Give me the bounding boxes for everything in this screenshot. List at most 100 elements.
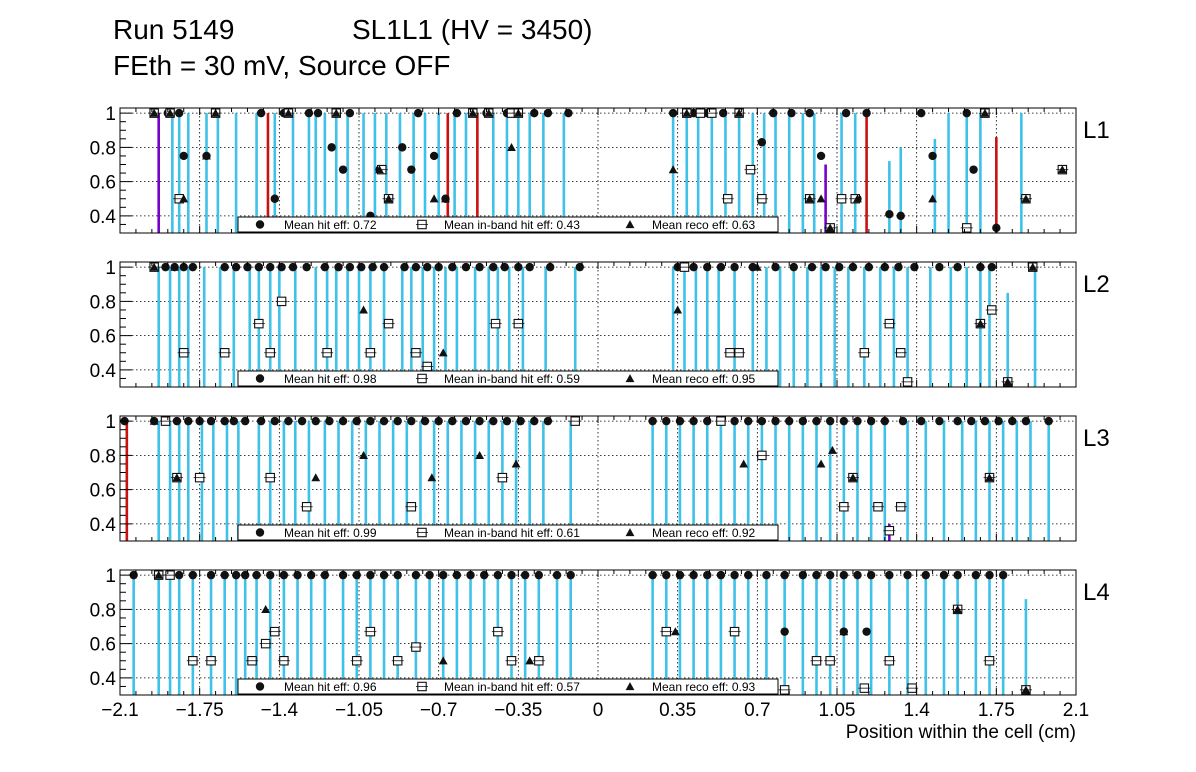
y-tick-label: 0.8 [90,292,116,313]
legend-inband-text: Mean in-band hit eff: 0.43 [444,218,580,232]
reco-eff-point [825,223,835,232]
hit-eff-point [862,108,871,118]
hit-eff-point [903,570,912,580]
hit-eff-point [206,570,216,580]
reco-eff-point [149,262,159,271]
hit-eff-point [898,416,908,426]
hit-eff-point [379,416,389,426]
hit-eff-point [971,570,981,580]
hit-eff-point [896,211,905,221]
hit-eff-point [398,143,407,152]
legend-box [237,216,779,233]
reco-eff-point [668,165,678,174]
hit-eff-point [935,416,944,426]
hit-eff-point [379,570,389,580]
reco-eff-point [438,348,448,357]
hit-eff-point [853,570,862,580]
hit-eff-point [502,416,512,426]
legend-reco-text: Mean reco eff: 0.95 [652,372,756,386]
layer-label: L2 [1083,271,1110,298]
reco-eff-point [682,108,692,117]
hit-eff-point [757,138,767,147]
reco-eff-point [928,194,937,203]
legend-hit-text: Mean hit eff: 0.96 [284,680,377,694]
hit-eff-point [366,416,375,426]
reco-eff-point [507,142,516,151]
hit-eff-point [452,570,462,580]
y-tick-label: 1 [105,412,116,433]
hit-eff-point [174,108,184,118]
reco-eff-point [359,450,368,459]
panel-frame-bg [120,570,1076,695]
hit-eff-point [816,151,826,161]
hit-eff-point [345,262,355,272]
hit-eff-point [439,570,448,580]
x-tick-label: −1.75 [176,700,224,721]
legend-hit-marker [255,220,265,229]
x-tick-label: 1.75 [978,700,1015,721]
y-tick-label: 0.6 [90,327,116,348]
layer-label: L3 [1083,425,1110,452]
hit-eff-point [345,108,355,118]
hit-eff-point [320,570,330,580]
reco-eff-point [734,108,744,117]
reco-eff-point [261,604,271,613]
hit-eff-point [780,570,789,580]
hit-eff-point [448,416,457,426]
hit-eff-point [461,416,471,426]
reco-eff-point [179,194,189,203]
x-tick-label: 2.1 [1063,700,1089,721]
hit-eff-point [962,108,971,118]
hit-eff-point [420,416,430,426]
hit-eff-point [352,416,361,426]
hit-eff-point [423,262,432,272]
hit-eff-point [411,570,421,580]
hit-eff-point [703,262,712,272]
hit-eff-point [240,416,250,426]
reco-eff-point [384,194,393,203]
reco-eff-point [429,194,439,203]
legend-reco-marker [625,528,635,537]
reco-eff-point [976,319,985,328]
reco-eff-point [805,194,815,203]
legend-inband-text: Mean in-band hit eff: 0.61 [444,526,580,540]
hit-eff-point [862,627,871,636]
reco-eff-point [1003,377,1013,386]
legend-box [237,370,779,387]
hit-eff-point [220,262,229,272]
reco-eff-point [311,473,321,482]
reco-eff-point [149,108,159,117]
hit-eff-point [928,151,937,161]
hit-eff-point [798,570,808,580]
x-tick-label: −0.7 [420,700,458,721]
hit-eff-point [935,262,944,272]
hit-eff-point [744,416,753,426]
hit-eff-point [313,108,323,118]
hit-eff-point [407,165,416,174]
hit-eff-point [668,108,678,118]
x-tick-label: 1.05 [819,700,856,721]
panel-l1: 0.4 0.6 0.8 1 L1 Mean hit eff: 0.72 Mean in-ba… [90,104,1110,234]
reco-eff-point [484,108,494,117]
hit-eff-point [475,416,484,426]
y-tick-label: 0.4 [90,669,117,690]
hit-eff-point [279,570,289,580]
hit-eff-point [304,108,314,118]
reco-eff-point [511,459,521,468]
reco-eff-point [438,656,448,665]
reco-eff-point [475,450,485,459]
hit-eff-point [530,108,539,118]
hit-eff-point [266,570,275,580]
x-tick-label: 0 [593,700,604,721]
hit-eff-point [566,570,575,580]
hit-eff-point [252,570,261,580]
hit-eff-point [393,570,402,580]
y-tick-label: 0.6 [90,481,116,502]
hit-eff-point [821,262,830,272]
y-tick-label: 0.4 [90,207,117,228]
hit-eff-point [461,262,471,272]
reco-eff-point [525,656,535,665]
hit-eff-point [493,570,503,580]
hit-eff-point [220,570,229,580]
